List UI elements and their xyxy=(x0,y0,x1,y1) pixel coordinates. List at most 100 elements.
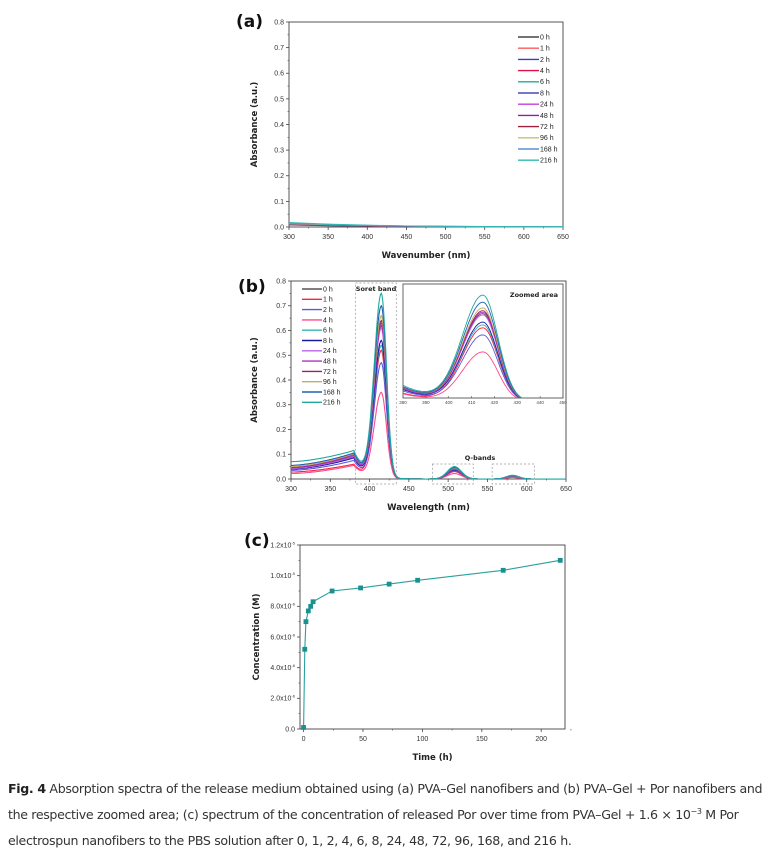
legend-label: 0 h xyxy=(323,286,333,293)
x-tick-label: 50 xyxy=(359,736,367,743)
y-tick-label: 0.6 xyxy=(274,71,284,78)
x-tick-label: 400 xyxy=(364,486,376,493)
x-axis-title: Wavelength (nm) xyxy=(387,503,470,513)
inset-x-tick-label: 440 xyxy=(536,400,544,405)
data-point-72h xyxy=(386,581,392,587)
legend-label: 2 h xyxy=(323,307,333,314)
tick-mantissa: 1.0x10 xyxy=(270,573,291,580)
y-tick-label: 0.6 xyxy=(276,328,286,335)
x-tick-label: 450 xyxy=(401,234,413,241)
inset-series-line-8h xyxy=(403,321,522,398)
legend-label: 0 h xyxy=(540,34,550,41)
caption-superscript: −3 xyxy=(690,806,702,816)
chart-panel-b: (b) 0.0 0.1 0.2 0.3 0.4 0.5 0.6 0.7 0.8 300 350 400 4… xyxy=(238,277,572,513)
figure-caption: Fig. 4 Absorption spectra of the release… xyxy=(8,776,778,854)
tick-mantissa: 4.0x10 xyxy=(270,665,291,672)
y-tick-label: 0.5 xyxy=(274,96,284,103)
legend-label: 1 h xyxy=(323,297,333,304)
data-point-8h xyxy=(310,599,316,605)
y-tick-label: 6.0x10-6 xyxy=(270,632,295,641)
x-tick-label: 650 xyxy=(557,234,569,241)
tick-exponent: -5 xyxy=(291,540,295,545)
x-tick-label: 350 xyxy=(324,486,336,493)
legend-label: 168 h xyxy=(323,389,341,396)
y-tick-label: 0.3 xyxy=(276,402,286,409)
q-band-box-2 xyxy=(491,463,535,485)
zoomed-area-inset: Zoomed area 380 390 400 410 420 430 440 450 xyxy=(399,283,567,405)
data-point-168h xyxy=(500,567,506,573)
tick-exponent: -5 xyxy=(291,571,295,576)
legend-label: 24 h xyxy=(540,102,554,109)
y-tick-label: 0.2 xyxy=(274,173,284,180)
tick-mantissa: 8.0x10 xyxy=(270,604,291,611)
data-point-0h xyxy=(301,725,306,730)
data-point-96h xyxy=(415,577,421,583)
legend-label: 48 h xyxy=(323,359,337,366)
legend-label: 216 h xyxy=(540,158,558,165)
panel-label-c: (c) xyxy=(244,531,270,551)
data-point-48h xyxy=(358,585,364,591)
y-tick-label: 0.0 xyxy=(274,224,284,231)
legend-label: 72 h xyxy=(540,124,554,131)
chart-panel-a: (a) 0.0 0.1 0.2 0.3 0.4 0.5 0.6 0.7 0.8 300 350 400 4… xyxy=(236,12,569,261)
legend-label: 96 h xyxy=(540,135,554,142)
legend-label: 8 h xyxy=(540,90,550,97)
inset-x-tick-label: 390 xyxy=(422,400,430,405)
legend-label: 4 h xyxy=(540,68,550,75)
soret-band-box xyxy=(355,282,397,485)
data-point-4h xyxy=(305,608,311,614)
caption-text-1: Absorption spectra of the release medium… xyxy=(8,781,763,822)
inset-x-tick-label: 400 xyxy=(445,400,453,405)
inset-frame xyxy=(402,283,564,399)
inset-series-line-4h xyxy=(403,351,519,398)
y-tick-label: 0.1 xyxy=(276,452,286,459)
tick-exponent: -6 xyxy=(291,694,295,699)
panel-label-a: (a) xyxy=(236,12,263,32)
x-tick-label: 0 xyxy=(302,736,306,743)
legend-label: 6 h xyxy=(540,79,550,86)
chart-panel-c: (c)0.02.0x10-64.0x10-66.0x10-68.0x10-61.… xyxy=(244,531,572,763)
legend-label: 48 h xyxy=(540,113,554,120)
inset-series-line-1h xyxy=(403,327,521,398)
data-point-1h xyxy=(302,646,308,652)
legend-label: 4 h xyxy=(323,317,333,324)
x-tick-label: 550 xyxy=(482,486,494,493)
y-tick-label: 0.8 xyxy=(274,19,284,26)
data-point-6h xyxy=(308,603,314,609)
x-tick-label: 550 xyxy=(479,234,491,241)
x-tick-label: 100 xyxy=(417,736,429,743)
y-axis-title: Absorbance (a.u.) xyxy=(250,82,260,168)
data-point-2h xyxy=(303,619,309,625)
tick-mantissa: 6.0x10 xyxy=(270,634,291,641)
inset-series-group xyxy=(403,294,524,398)
legend-label: 2 h xyxy=(540,57,550,64)
x-tick-label: 600 xyxy=(521,486,533,493)
legend-label: 6 h xyxy=(323,328,333,335)
legend-label: 168 h xyxy=(540,146,558,153)
series-line-216h xyxy=(288,222,563,228)
x-tick-label: 150 xyxy=(476,736,488,743)
inset-series-line-216h xyxy=(403,294,524,398)
inset-x-tick-label: 430 xyxy=(514,400,522,405)
series-line-concentration xyxy=(303,559,561,728)
legend-label: 96 h xyxy=(323,379,337,386)
figure-4: (a) 0.0 0.1 0.2 0.3 0.4 0.5 0.6 0.7 0.8 300 350 400 4… xyxy=(236,12,572,763)
legend-label: 8 h xyxy=(323,338,333,345)
x-axis-title: Time (h) xyxy=(412,753,452,763)
x-axis-title: Wavenumber (nm) xyxy=(382,251,471,261)
tick-exponent: -6 xyxy=(291,663,295,668)
series-group xyxy=(291,292,566,479)
legend-label: 216 h xyxy=(323,400,341,407)
inset-series-line-168h xyxy=(403,301,523,398)
x-tick-label: 200 xyxy=(535,736,547,743)
inset-x-tick-label: 380 xyxy=(399,400,407,405)
inset-x-tick-label: 410 xyxy=(468,400,476,405)
x-tick-label: 300 xyxy=(283,234,295,241)
y-tick-label: 2.0x10-6 xyxy=(270,694,295,703)
legend-label: 72 h xyxy=(323,369,337,376)
y-tick-label: 0.4 xyxy=(276,377,286,384)
inset-x-tick-label: 450 xyxy=(559,400,567,405)
x-tick-label: 600 xyxy=(518,234,530,241)
q-band-box-1 xyxy=(432,463,474,485)
inset-x-tick-label: 420 xyxy=(491,400,499,405)
